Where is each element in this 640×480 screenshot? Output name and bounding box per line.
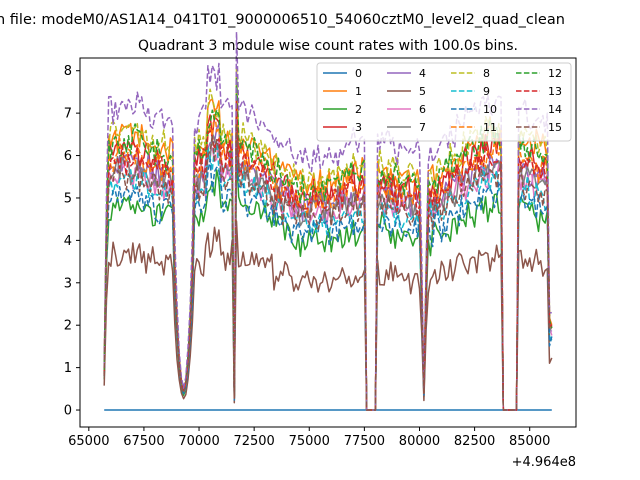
x-tick-label: 67500 xyxy=(123,434,164,449)
legend-label: 6 xyxy=(419,103,426,116)
legend-label: 5 xyxy=(419,85,426,98)
x-tick-label: 80000 xyxy=(399,434,440,449)
x-tick-label: 70000 xyxy=(178,434,219,449)
chart-title: Quadrant 3 module wise count rates with … xyxy=(138,38,518,54)
y-tick-label: 7 xyxy=(64,107,72,122)
x-axis: 65000 67500 70000 72500 75000 77500 80000 82500… xyxy=(68,427,550,449)
y-axis: 0 1 2 3 4 5 6 7 8 xyxy=(64,64,80,419)
legend-label: 2 xyxy=(355,103,362,116)
x-tick-label: 77500 xyxy=(344,434,385,449)
y-tick-label: 8 xyxy=(64,64,72,79)
legend-label: 7 xyxy=(419,121,426,134)
x-tick-label: 82500 xyxy=(454,434,495,449)
plot-area xyxy=(79,31,577,428)
legend-label: 10 xyxy=(483,103,497,116)
y-tick-label: 2 xyxy=(64,319,72,334)
legend-label: 3 xyxy=(355,121,362,134)
series-layer xyxy=(103,31,553,411)
legend-frame xyxy=(316,62,572,142)
legend-label: 9 xyxy=(483,85,490,98)
legend-label: 15 xyxy=(548,121,562,134)
legend-label: 13 xyxy=(548,85,562,98)
x-tick-label: 85000 xyxy=(509,434,550,449)
series-line-14 xyxy=(103,31,552,411)
legend-label: 4 xyxy=(419,67,426,80)
y-tick-label: 4 xyxy=(64,234,72,249)
y-tick-label: 0 xyxy=(64,404,72,419)
legend-label: 8 xyxy=(483,67,490,80)
y-tick-label: 3 xyxy=(64,276,72,291)
figure-suptitle: n file: modeM0/AS1A14_041T01_9000006510_… xyxy=(0,12,565,28)
legend-label: 12 xyxy=(548,67,562,80)
series-line-15 xyxy=(103,122,552,411)
x-tick-label: 72500 xyxy=(233,434,274,449)
legend-label: 14 xyxy=(548,103,562,116)
y-tick-label: 1 xyxy=(64,361,72,376)
x-tick-label: 75000 xyxy=(289,434,330,449)
legend-label: 0 xyxy=(355,67,362,80)
x-offset-label: +4.964e8 xyxy=(512,455,576,470)
x-tick-label: 65000 xyxy=(68,434,109,449)
legend-label: 1 xyxy=(355,85,362,98)
y-tick-label: 6 xyxy=(64,149,72,164)
y-tick-label: 5 xyxy=(64,191,72,206)
series-line-5 xyxy=(103,220,553,411)
series-line-13 xyxy=(103,100,552,411)
legend-label: 11 xyxy=(483,121,497,134)
axes-frame xyxy=(79,57,577,428)
